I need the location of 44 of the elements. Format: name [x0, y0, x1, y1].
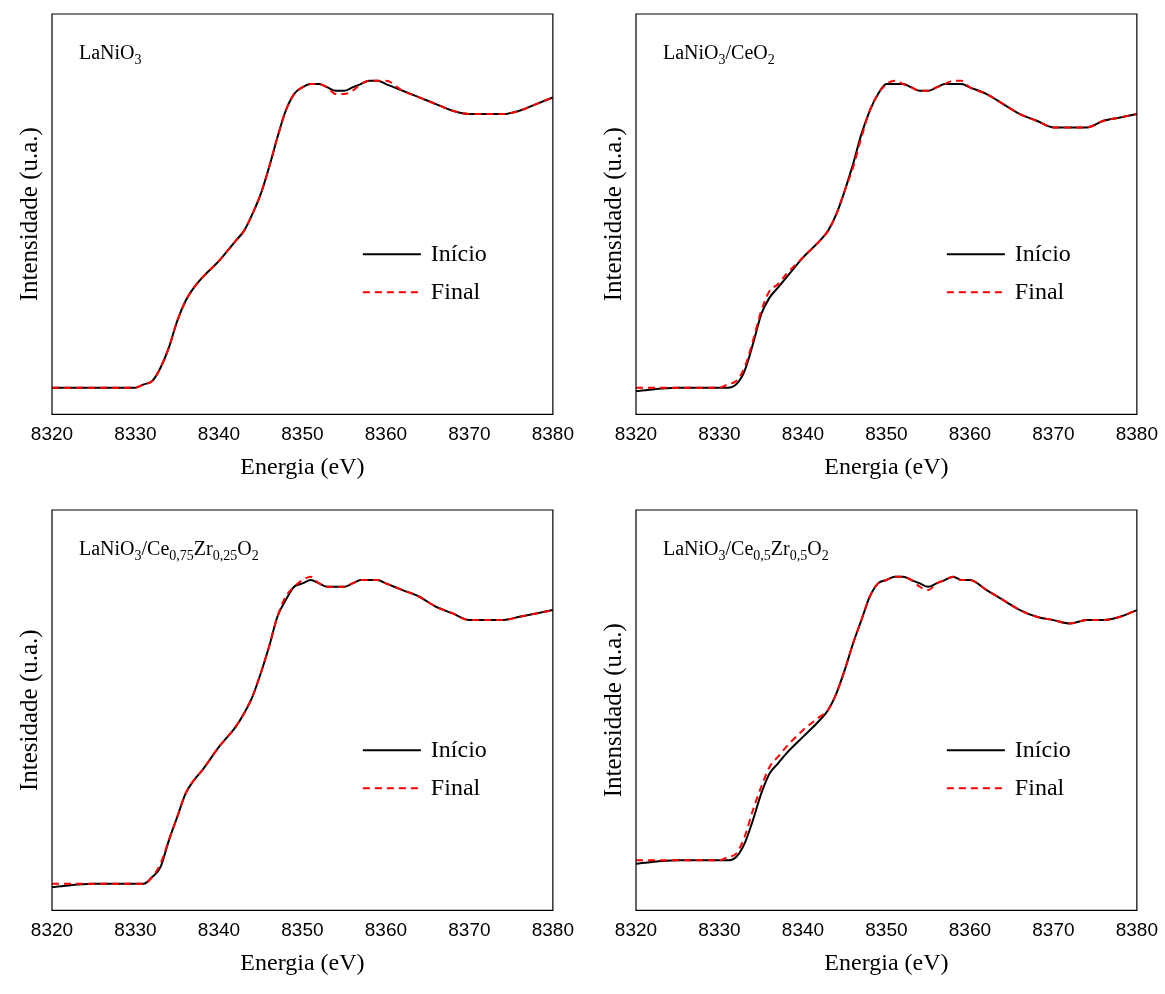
x-tick-label: 8350 — [281, 919, 324, 941]
legend-label: Início — [430, 239, 487, 266]
x-tick-label: 8330 — [698, 423, 741, 445]
x-axis-title: Energia (eV) — [240, 452, 365, 479]
legend-label: Final — [430, 277, 481, 304]
x-tick-label: 8340 — [781, 423, 825, 445]
x-axis-title: Energia (eV) — [824, 948, 949, 975]
x-tick-label: 8370 — [448, 423, 491, 445]
y-axis-title: Intesidade (u.a.) — [14, 629, 43, 792]
legend-label: Início — [1014, 735, 1071, 762]
legend-label: Início — [1014, 239, 1071, 266]
y-axis-title: Intensidade (u.a.) — [598, 127, 627, 302]
x-tick-label: 8380 — [531, 423, 575, 445]
x-tick-label: 8340 — [197, 423, 241, 445]
y-axis-title: Intensidade (u.a.) — [14, 127, 43, 302]
x-tick-label: 8380 — [1115, 919, 1159, 941]
legend-label: Final — [1014, 277, 1065, 304]
x-axis-title: Energia (eV) — [824, 452, 949, 479]
legend-label: Início — [430, 735, 487, 762]
x-tick-label: 8370 — [448, 919, 491, 941]
x-tick-label: 8370 — [1032, 423, 1075, 445]
x-tick-label: 8360 — [948, 919, 992, 941]
legend-label: Final — [1014, 773, 1065, 800]
x-tick-label: 8330 — [698, 919, 741, 941]
x-tick-label: 8320 — [614, 919, 658, 941]
x-tick-label: 8360 — [948, 423, 992, 445]
x-tick-label: 8350 — [865, 919, 908, 941]
x-tick-label: 8380 — [531, 919, 575, 941]
x-tick-label: 8360 — [364, 919, 408, 941]
y-axis-title: Intensidade (u.a.) — [598, 623, 627, 798]
x-tick-label: 8360 — [364, 423, 408, 445]
legend-label: Final — [430, 773, 481, 800]
x-tick-label: 8330 — [114, 423, 157, 445]
x-tick-label: 8350 — [865, 423, 908, 445]
x-tick-label: 8380 — [1115, 423, 1159, 445]
x-tick-label: 8340 — [781, 919, 825, 941]
x-tick-label: 8330 — [114, 919, 157, 941]
x-tick-label: 8320 — [30, 423, 74, 445]
x-tick-label: 8320 — [614, 423, 658, 445]
x-tick-label: 8370 — [1032, 919, 1075, 941]
x-tick-label: 8320 — [30, 919, 74, 941]
x-tick-label: 8340 — [197, 919, 241, 941]
x-tick-label: 8350 — [281, 423, 324, 445]
x-axis-title: Energia (eV) — [240, 948, 365, 975]
